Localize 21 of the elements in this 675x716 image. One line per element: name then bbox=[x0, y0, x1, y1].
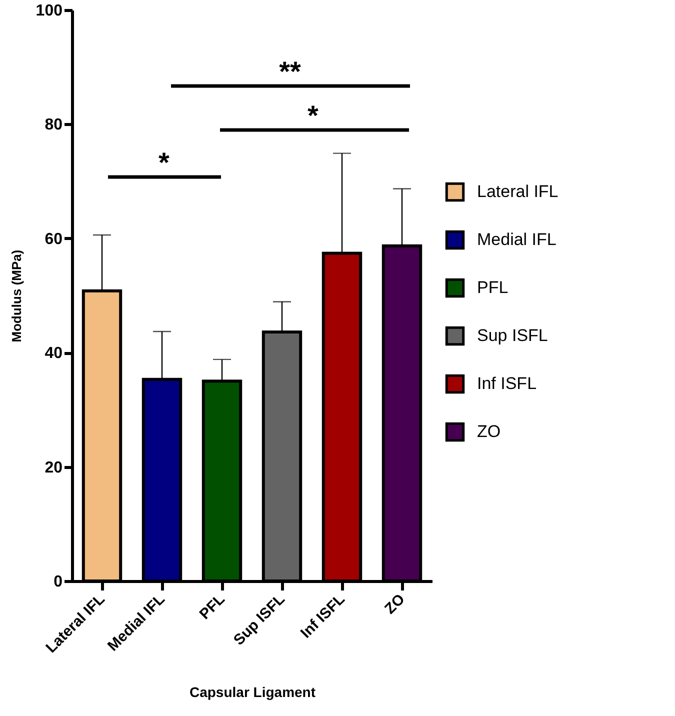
y-tick-label: 60 bbox=[44, 230, 63, 248]
x-tick-label: Sup ISFL bbox=[230, 590, 288, 649]
legend-label: Medial IFL bbox=[477, 230, 556, 249]
y-tick-label: 20 bbox=[44, 459, 63, 476]
annotation: * bbox=[158, 147, 170, 178]
annotation: ** bbox=[279, 56, 301, 87]
x-tick-label: PFL bbox=[196, 590, 228, 623]
x-axis-title: Capsular Ligament bbox=[189, 684, 316, 700]
legend-label: Lateral IFL bbox=[477, 182, 558, 201]
x-tick-label: Inf ISFL bbox=[297, 590, 348, 642]
legend-label: Inf ISFL bbox=[477, 374, 537, 393]
legend-label: ZO bbox=[477, 422, 501, 441]
x-tick-label: ZO bbox=[382, 590, 409, 618]
y-tick-label: 40 bbox=[44, 345, 63, 362]
legend-label: Sup ISFL bbox=[477, 326, 548, 345]
y-tick-label: 0 bbox=[54, 574, 63, 590]
y-axis-title: Modulus (MPa) bbox=[8, 250, 24, 342]
y-tick-label: 100 bbox=[36, 2, 63, 20]
y-tick-label: 80 bbox=[44, 116, 63, 134]
annotation: * bbox=[308, 100, 319, 131]
legend-label: PFL bbox=[477, 278, 508, 297]
